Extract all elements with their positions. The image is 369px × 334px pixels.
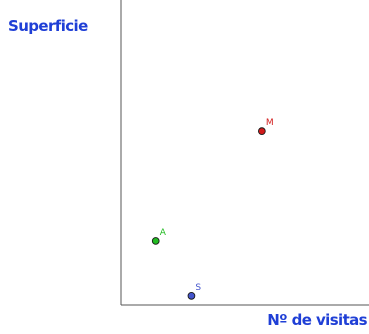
point-a xyxy=(151,237,160,245)
point-label-s: S xyxy=(195,283,201,293)
point-label-m: M xyxy=(266,118,274,128)
y-axis-label: Superficie xyxy=(8,17,88,35)
x-axis-label: Nº de visitas xyxy=(267,311,367,329)
point-m xyxy=(258,127,266,135)
point-label-a: A xyxy=(160,228,167,238)
point-s xyxy=(187,292,196,300)
points-layer: M A S xyxy=(151,118,274,300)
